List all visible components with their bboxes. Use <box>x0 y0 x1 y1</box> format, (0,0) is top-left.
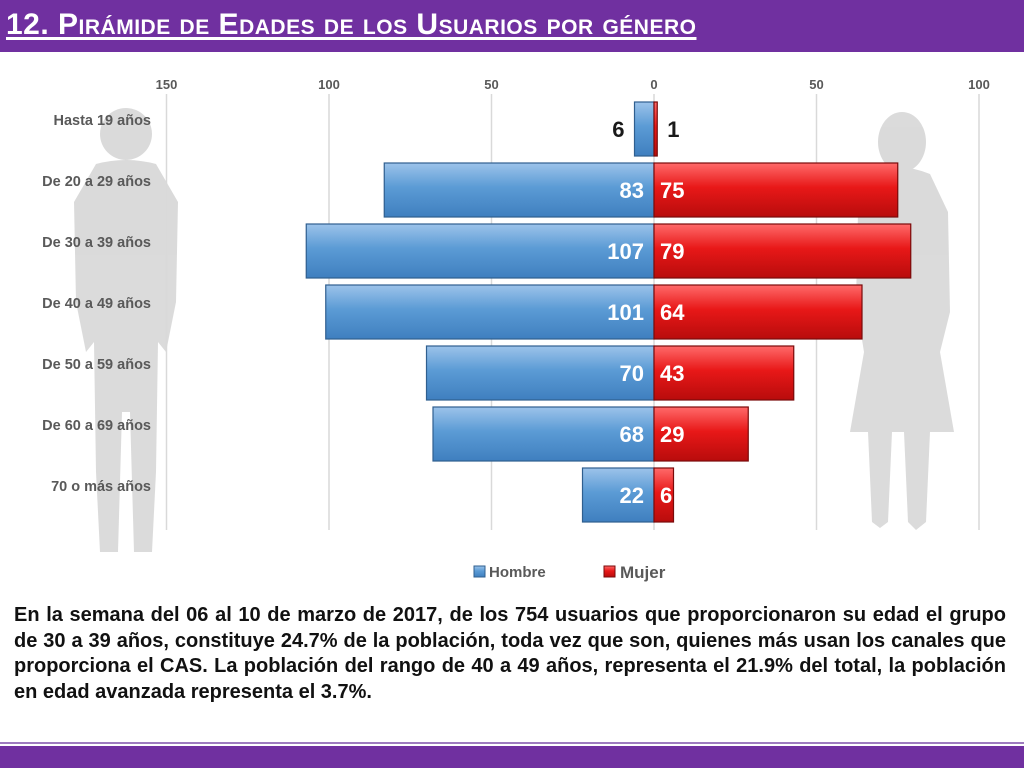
bar-mujer <box>653 162 899 218</box>
label-mujer: 43 <box>660 361 684 386</box>
label-mujer: 75 <box>660 178 684 203</box>
bar-mujer <box>653 345 795 401</box>
population-pyramid-chart: 150 100 50 0 50 100 Hasta 19 años De 20 a 29 a… <box>0 52 1024 600</box>
x-tick-label: 100 <box>968 77 990 92</box>
legend-swatch-mujer <box>603 565 616 578</box>
bar-hombre <box>383 162 655 218</box>
label-mujer: 1 <box>667 117 679 142</box>
footer-divider <box>0 742 1024 744</box>
category-labels: Hasta 19 años De 20 a 29 años De 30 a 39 a… <box>42 113 151 495</box>
x-tick-label: 50 <box>809 77 823 92</box>
bar-hombre <box>325 284 655 340</box>
chart-legend: Hombre Mujer <box>473 563 666 582</box>
category-label: 70 o más años <box>51 479 151 495</box>
summary-paragraph: En la semana del 06 al 10 de marzo de 20… <box>14 604 1006 703</box>
label-mujer: 6 <box>660 483 672 508</box>
bar-hombre <box>425 345 655 401</box>
chart-svg: 150 100 50 0 50 100 Hasta 19 años De 20 a 29 a… <box>42 77 990 582</box>
footer-bar <box>0 746 1024 768</box>
label-mujer: 79 <box>660 239 684 264</box>
bar-mujer <box>653 467 675 523</box>
bar-hombre <box>581 467 655 523</box>
label-hombre: 107 <box>607 239 644 264</box>
bar-mujer <box>653 284 863 340</box>
x-axis-ticks: 150 100 50 0 50 100 <box>156 77 990 92</box>
label-mujer: 29 <box>660 422 684 447</box>
bar-hombre <box>432 406 655 462</box>
label-hombre: 83 <box>620 178 644 203</box>
label-hombre: 70 <box>620 361 644 386</box>
bar-hombre <box>305 223 655 279</box>
category-label: De 40 a 49 años <box>42 296 151 312</box>
label-mujer: 64 <box>660 300 685 325</box>
category-label: De 50 a 59 años <box>42 357 151 373</box>
data-labels: 6 1 83 75 107 79 101 64 70 43 68 29 22 6 <box>607 117 685 508</box>
bar-mujer <box>653 406 749 462</box>
bar-hombre <box>633 101 655 157</box>
legend-label-mujer: Mujer <box>620 563 666 582</box>
label-hombre: 6 <box>612 117 624 142</box>
page-title: 12. Pirámide de Edades de los Usuarios p… <box>6 8 697 41</box>
label-hombre: 22 <box>620 483 644 508</box>
x-tick-label: 150 <box>156 77 178 92</box>
category-label: De 30 a 39 años <box>42 235 151 251</box>
x-tick-label: 100 <box>318 77 340 92</box>
category-label: Hasta 19 años <box>53 113 151 129</box>
bar-mujer <box>653 101 658 157</box>
category-label: De 60 a 69 años <box>42 418 151 434</box>
chart-bars <box>305 101 912 523</box>
legend-label-hombre: Hombre <box>489 564 546 581</box>
label-hombre: 101 <box>607 300 644 325</box>
x-tick-label: 0 <box>650 77 657 92</box>
male-silhouette <box>74 108 178 552</box>
title-bar: 12. Pirámide de Edades de los Usuarios p… <box>0 0 1024 52</box>
label-hombre: 68 <box>620 422 644 447</box>
category-label: De 20 a 29 años <box>42 174 151 190</box>
bar-mujer <box>653 223 912 279</box>
legend-swatch-hombre <box>473 565 486 578</box>
x-tick-label: 50 <box>484 77 498 92</box>
